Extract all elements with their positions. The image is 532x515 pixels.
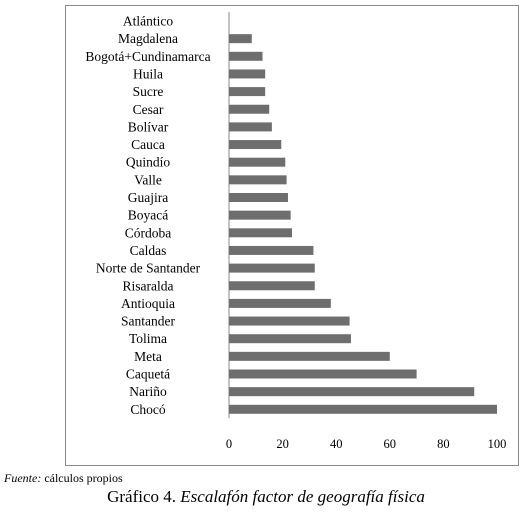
x-tick-label: 40 — [330, 437, 343, 451]
category-label: Risaralda — [123, 278, 174, 293]
category-label: Valle — [134, 172, 162, 187]
bar — [229, 316, 350, 326]
x-tick-label: 60 — [384, 437, 397, 451]
x-tick-label: 20 — [276, 437, 289, 451]
category-label: Atlántico — [123, 14, 173, 29]
bar — [229, 210, 291, 220]
category-label: Nariño — [129, 384, 167, 399]
category-label: Cauca — [131, 137, 165, 152]
bar — [229, 122, 272, 132]
bar — [229, 334, 351, 344]
bar — [229, 175, 287, 185]
category-label: Caquetá — [126, 367, 170, 382]
category-label: Cesar — [133, 102, 164, 117]
bar — [229, 387, 475, 397]
category-label: Sucre — [133, 84, 164, 99]
bar — [229, 228, 292, 238]
bar — [229, 34, 252, 44]
category-label: Bogotá+Cundinamarca — [85, 49, 210, 64]
category-label: Guajira — [128, 190, 168, 205]
x-tick-label: 0 — [226, 437, 232, 451]
category-label: Magdalena — [118, 31, 178, 46]
source-note: Fuente: cálculos propios — [4, 471, 123, 486]
bar — [229, 157, 286, 167]
category-label: Bolívar — [128, 119, 169, 134]
source-text: cálculos propios — [44, 471, 123, 485]
category-label: Tolima — [129, 331, 167, 346]
source-label: Fuente: — [4, 471, 42, 485]
category-label: Quindío — [126, 155, 171, 170]
bar — [229, 404, 497, 414]
bar — [229, 263, 315, 273]
bar-chart: Atlántico Magdalena Bogotá+Cundinamarca Hui… — [85, 12, 507, 451]
bar — [229, 193, 288, 202]
bar — [229, 298, 331, 308]
category-label: Santander — [121, 314, 175, 329]
category-label: Boyacá — [128, 208, 168, 223]
bar — [229, 87, 266, 97]
x-tick-label: 80 — [437, 437, 450, 451]
bar — [229, 140, 282, 150]
caption-title: Escalafón factor de geografía física — [180, 487, 425, 506]
category-label: Meta — [134, 349, 162, 364]
bar — [229, 104, 270, 114]
chart-frame — [65, 5, 519, 466]
category-label: Chocó — [130, 402, 165, 417]
bar — [229, 51, 263, 61]
caption-prefix: Gráfico 4. — [107, 487, 177, 506]
bar — [229, 369, 417, 379]
category-label: Antioquia — [121, 296, 175, 311]
x-tick-label: 100 — [488, 437, 507, 451]
category-label: Huila — [133, 66, 163, 81]
bar — [229, 245, 314, 255]
figure-caption: Gráfico 4. Escalafón factor de geografía… — [0, 487, 532, 507]
bar — [229, 69, 266, 79]
bar — [229, 281, 315, 291]
bar — [229, 351, 390, 361]
category-label: Córdoba — [125, 225, 172, 240]
category-label: Caldas — [130, 243, 167, 258]
category-label: Norte de Santander — [96, 261, 201, 276]
